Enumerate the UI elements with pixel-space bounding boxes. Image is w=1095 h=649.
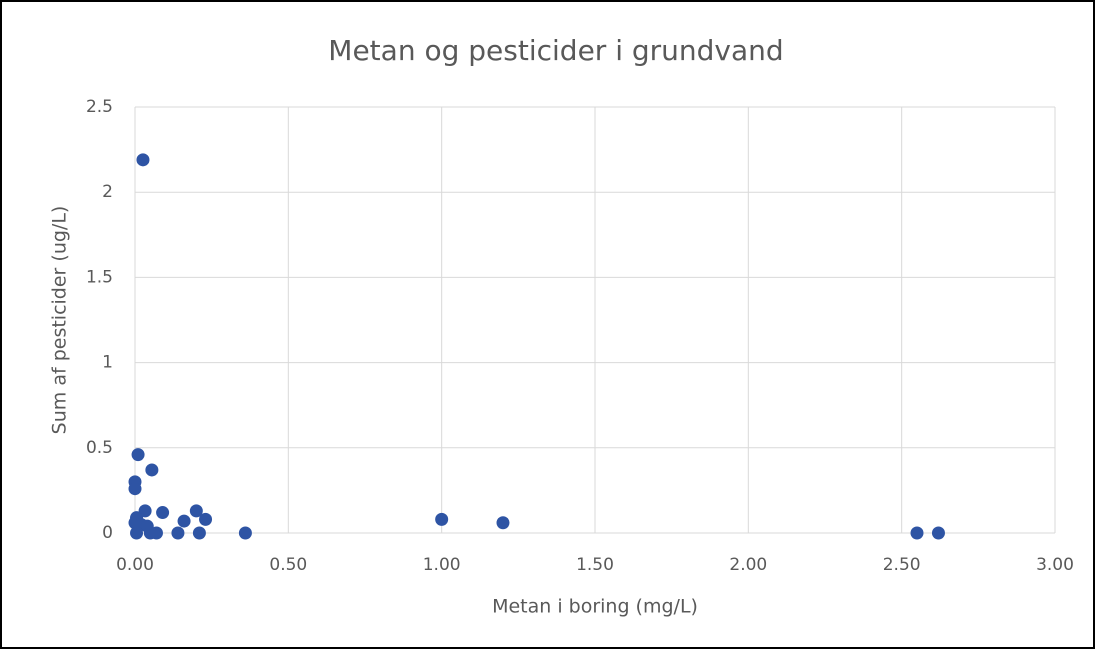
x-tick-label: 0.50 [269,555,307,575]
point [496,516,510,530]
point [199,512,213,526]
x-tick-label: 1.50 [576,555,614,575]
point [128,482,142,496]
y-tick-label: 1.5 [86,267,113,287]
x-tick-label: 1.00 [423,555,461,575]
point [177,514,191,528]
point [149,526,163,540]
x-tick-label: 2.00 [729,555,767,575]
x-tick-label: 2.50 [883,555,921,575]
point [145,463,159,477]
point [131,448,145,462]
y-tick-label: 2 [102,182,113,202]
point [156,506,170,520]
y-tick-label: 1 [102,353,113,373]
point [136,153,150,167]
y-axis-label: Sum af pesticider (ug/L) [49,206,71,435]
point [435,512,449,526]
point [171,526,185,540]
point [910,526,924,540]
x-tick-label: 0.00 [116,555,154,575]
point [238,526,252,540]
chart-title: Metan og pesticider i grundvand [328,34,783,67]
point [931,526,945,540]
y-tick-label: 2.5 [86,97,113,117]
point [192,526,206,540]
point [130,526,144,540]
x-axis-label: Metan i boring (mg/L) [492,596,698,618]
point [189,504,203,518]
y-tick-label: 0.5 [86,438,113,458]
x-tick-label: 3.00 [1036,555,1074,575]
y-tick-label: 0 [102,523,113,543]
